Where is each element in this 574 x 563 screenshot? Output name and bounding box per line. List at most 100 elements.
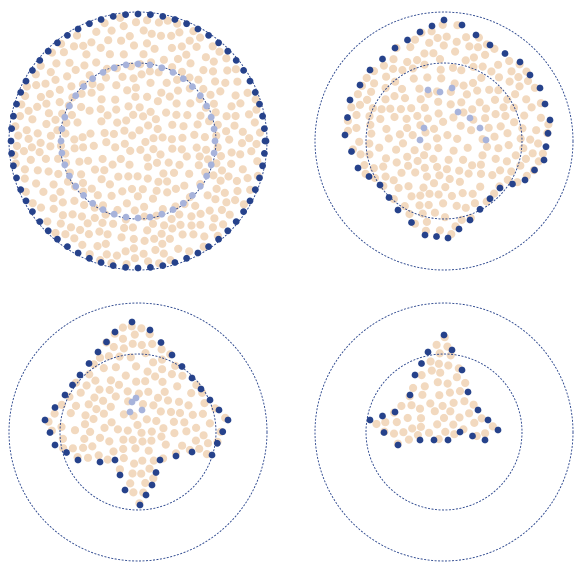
sample-dot <box>71 401 81 410</box>
sample-dot <box>400 94 410 103</box>
sample-dot <box>413 56 422 65</box>
sample-dot <box>132 377 141 386</box>
sample-dot <box>27 143 36 152</box>
sample-dot <box>144 387 153 396</box>
sample-dot <box>442 165 451 174</box>
boundary-dot <box>354 164 362 172</box>
sample-dot <box>415 84 424 93</box>
sample-dot <box>532 126 541 135</box>
boundary-dot <box>472 31 480 39</box>
sample-dot <box>433 162 442 172</box>
boundary-dot <box>356 81 364 89</box>
sample-dot <box>130 330 139 339</box>
boundary-dot <box>122 11 129 18</box>
sample-dot <box>58 211 67 220</box>
sample-dot <box>192 423 201 432</box>
inner-boundary-dot <box>146 213 154 221</box>
sample-dot <box>107 26 116 35</box>
sample-dot <box>32 81 41 90</box>
sample-dot <box>98 218 107 227</box>
boundary-dot <box>448 346 456 354</box>
sample-dot <box>117 36 126 45</box>
sample-dot <box>133 192 142 201</box>
sample-dot <box>415 201 424 210</box>
sample-dot <box>381 95 390 104</box>
sample-dot <box>139 249 148 258</box>
outer-circle <box>8 302 268 562</box>
sample-dot <box>70 426 80 435</box>
inner-boundary-dot <box>179 75 187 83</box>
sample-dot <box>425 38 434 47</box>
sample-dot <box>440 213 450 222</box>
sample-dot <box>99 364 108 373</box>
inner-boundary-dot <box>466 114 474 122</box>
sample-dot <box>477 73 486 82</box>
sample-dot <box>147 427 156 436</box>
sample-dot <box>433 378 442 387</box>
sample-dot <box>168 224 177 233</box>
sample-dot <box>138 437 147 446</box>
sample-dot <box>187 221 196 230</box>
sample-dot <box>478 62 487 71</box>
sample-dot <box>407 104 416 113</box>
boundary-dot <box>128 318 136 326</box>
sample-dot <box>175 210 184 219</box>
boundary-dot <box>51 404 59 411</box>
boundary-dot <box>421 231 429 239</box>
sample-dot <box>449 420 458 429</box>
sample-dot <box>429 179 439 188</box>
boundary-dot <box>29 208 36 216</box>
sample-dot <box>397 401 406 411</box>
sample-dot <box>128 131 137 140</box>
boundary-dot <box>111 456 119 464</box>
sample-dot <box>494 73 504 82</box>
sample-dot <box>36 203 46 212</box>
boundary-dot <box>416 436 424 444</box>
sample-dot <box>432 134 442 143</box>
boundary-dot <box>134 10 142 18</box>
sample-dot <box>95 353 105 362</box>
sample-dot <box>526 135 535 144</box>
sample-dot <box>120 126 129 135</box>
sample-dot <box>49 204 58 213</box>
sample-dot <box>138 400 148 409</box>
sample-dot <box>432 340 441 349</box>
sample-dot <box>173 86 183 95</box>
boundary-dot <box>36 57 44 64</box>
inner-boundary-dot <box>89 75 97 83</box>
sample-dot <box>211 108 220 117</box>
sample-dot <box>129 234 138 244</box>
sample-dot <box>19 147 28 156</box>
sample-dot <box>156 150 165 159</box>
sample-dot <box>503 95 512 104</box>
sample-dot <box>109 447 118 456</box>
sample-dot <box>187 389 196 398</box>
inner-boundary-dot <box>436 88 444 96</box>
sample-dot <box>212 184 221 193</box>
boundary-dot <box>10 162 17 170</box>
boundary-dot <box>394 441 402 449</box>
sample-dot <box>92 27 101 36</box>
sample-dot <box>211 195 220 204</box>
boundary-dot <box>455 225 463 233</box>
sample-dot <box>63 72 72 81</box>
sample-dot <box>367 87 376 96</box>
boundary-dot <box>486 195 494 203</box>
boundary-dot <box>516 58 524 66</box>
sample-dot <box>24 134 33 143</box>
boundary-dot <box>440 16 448 24</box>
sample-dot <box>109 129 118 139</box>
sample-dot <box>67 82 76 91</box>
boundary-dot <box>540 156 548 164</box>
sample-dot <box>505 77 514 86</box>
boundary-dot <box>240 208 248 216</box>
sample-dot <box>81 411 90 420</box>
sample-dot <box>223 66 232 75</box>
sample-dot <box>457 98 466 107</box>
boundary-dot <box>63 449 70 456</box>
sample-dot <box>169 417 178 426</box>
sample-dot <box>88 79 97 89</box>
sample-dot <box>225 210 234 219</box>
sample-dot <box>46 131 56 140</box>
sample-dot <box>488 171 497 180</box>
